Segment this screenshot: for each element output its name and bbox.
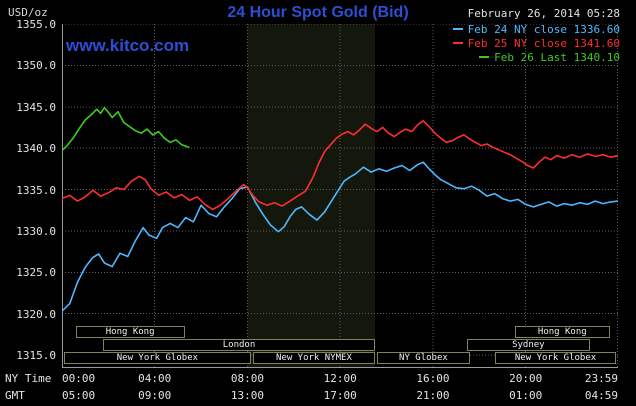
price-line-green <box>62 106 190 152</box>
session-box: London <box>103 339 375 351</box>
x-tick-label-ny: 16:00 <box>416 372 450 385</box>
x-tick-label-gmt: 05:00 <box>62 389 96 402</box>
x-tick-label-gmt: 17:00 <box>323 389 357 402</box>
session-box: New York NYMEX <box>252 352 375 364</box>
x-tick-label-ny: 00:00 <box>62 372 96 385</box>
legend-line-swatch-icon <box>479 56 490 58</box>
x-axis-caption-ny-time: NY Time <box>5 372 52 385</box>
y-tick-label: 1320.0 <box>16 307 56 321</box>
session-box: New York Globex <box>63 352 251 364</box>
session-box: Hong Kong <box>75 326 185 338</box>
x-tick-label-gmt: 09:00 <box>138 389 172 402</box>
legend-item: Feb 26 Last 1340.10 <box>453 51 620 65</box>
chart-legend: Feb 24 NY close 1336.60 Feb 25 NY close 1… <box>452 23 620 65</box>
chart-plot-area: Hong Kong Hong Kong London Sydney New York G… <box>62 24 618 368</box>
legend-label: Feb 25 NY close 1341.60 <box>467 37 620 50</box>
legend-item: Feb 24 NY close 1336.60 <box>452 23 620 37</box>
x-tick-label-gmt: 04:59 <box>584 389 618 402</box>
y-tick-label: 1330.0 <box>16 224 56 238</box>
nymex-session-band <box>247 24 375 368</box>
y-tick-label: 1340.0 <box>16 142 56 156</box>
y-tick-label: 1335.0 <box>16 183 56 197</box>
price-line-red <box>62 120 618 211</box>
legend-label: Feb 26 Last 1340.10 <box>494 51 620 64</box>
x-tick-label-ny: 12:00 <box>323 372 357 385</box>
chart-title: 24 Hour Spot Gold (Bid) <box>227 4 409 21</box>
x-tick-label-gmt: 01:00 <box>509 389 543 402</box>
price-line-cyan <box>62 161 618 312</box>
y-tick-label: 1325.0 <box>16 266 56 280</box>
legend-line-swatch-icon <box>452 42 463 44</box>
y-tick-label: 1350.0 <box>16 59 56 73</box>
session-box: Hong Kong <box>514 326 610 338</box>
session-box: NY Globex <box>376 352 470 364</box>
legend-label: Feb 24 NY close 1336.60 <box>467 23 620 36</box>
legend-line-swatch-icon <box>452 28 463 30</box>
x-tick-label-gmt: 21:00 <box>416 389 450 402</box>
chart-canvas <box>62 24 618 368</box>
y-tick-label: 1345.0 <box>16 100 56 114</box>
chart-datetime: February 26, 2014 05:28 <box>467 7 620 20</box>
x-axis-caption-gmt: GMT <box>5 389 25 402</box>
session-box: Sydney <box>466 339 590 351</box>
session-box: New York Globex <box>495 352 616 364</box>
x-tick-label-ny: 04:00 <box>138 372 172 385</box>
kitco-watermark: www.kitco.com <box>66 36 190 55</box>
legend-item: Feb 25 NY close 1341.60 <box>452 37 620 51</box>
x-tick-label-ny: 23:59 <box>584 372 618 385</box>
y-axis-unit-label: USD/oz <box>8 6 48 19</box>
y-tick-label: 1355.0 <box>16 18 56 31</box>
x-tick-label-ny: 08:00 <box>230 372 265 385</box>
x-tick-label-gmt: 13:00 <box>230 389 265 402</box>
y-tick-label: 1315.0 <box>16 349 56 362</box>
x-tick-label-ny: 20:00 <box>509 372 543 385</box>
